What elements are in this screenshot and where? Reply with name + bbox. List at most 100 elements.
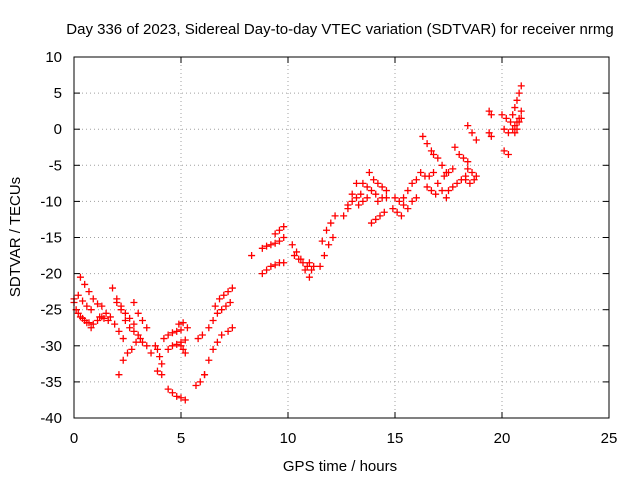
data-point: [500, 125, 508, 133]
data-point: [464, 158, 472, 166]
data-point: [472, 172, 480, 180]
data-point: [449, 183, 457, 191]
data-point: [438, 161, 446, 169]
data-point: [181, 336, 189, 344]
data-point: [76, 313, 84, 321]
data-point: [102, 309, 110, 317]
data-point: [419, 132, 427, 140]
data-point: [121, 317, 129, 325]
data-point: [434, 154, 442, 162]
y-tick-label: 5: [54, 85, 62, 102]
y-tick-label: -5: [49, 157, 62, 174]
series-arc-58: [485, 129, 495, 140]
data-point: [177, 394, 185, 402]
data-point: [511, 104, 519, 112]
data-point: [344, 205, 352, 213]
data-point: [374, 179, 382, 187]
series-arc-44: [404, 194, 420, 213]
series-arc-30: [290, 252, 316, 274]
data-point: [164, 385, 172, 393]
data-point: [504, 129, 512, 137]
data-point: [404, 205, 412, 213]
data-point: [502, 114, 510, 122]
series-arc-16: [164, 336, 189, 353]
data-point: [104, 317, 112, 325]
series-arc-31: [305, 259, 318, 270]
data-point: [87, 306, 95, 314]
data-point: [267, 262, 275, 270]
data-point: [359, 197, 367, 205]
series-arc-61: [500, 125, 512, 137]
data-point: [109, 284, 117, 292]
series-arc-54: [464, 122, 480, 144]
y-axis-label: SDTVAR / TECUs: [7, 177, 24, 297]
data-point: [196, 378, 204, 386]
data-point: [263, 242, 271, 250]
series-arc-32: [316, 234, 337, 270]
data-point: [485, 107, 493, 115]
data-point: [432, 190, 440, 198]
data-point: [213, 338, 221, 346]
series-arc-25: [248, 252, 256, 260]
data-point: [382, 187, 390, 195]
x-tick-label: 5: [177, 430, 185, 447]
data-point: [305, 273, 313, 281]
data-point: [198, 331, 206, 339]
data-point: [404, 187, 412, 195]
data-point: [136, 335, 144, 343]
data-point: [348, 190, 356, 198]
series-arc-28: [271, 223, 288, 238]
data-point: [81, 317, 89, 325]
data-point: [500, 147, 508, 155]
series-arc-05: [96, 313, 112, 325]
data-point: [168, 389, 176, 397]
data-point: [408, 197, 416, 205]
y-tick-label: -15: [40, 230, 62, 247]
data-point: [357, 190, 365, 198]
data-point: [143, 324, 151, 332]
data-point: [205, 324, 213, 332]
data-point: [504, 150, 512, 158]
data-point: [113, 298, 121, 306]
x-axis-label: GPS time / hours: [283, 458, 397, 475]
data-point: [173, 327, 181, 335]
data-point: [376, 212, 384, 220]
data-point: [179, 319, 187, 327]
data-point: [425, 172, 433, 180]
data-point: [430, 150, 438, 158]
data-point: [211, 302, 219, 310]
data-point: [485, 129, 493, 137]
data-point: [153, 367, 161, 375]
series-arc-20: [194, 331, 206, 343]
data-point: [201, 371, 209, 379]
data-point: [299, 259, 307, 267]
series-arc-19: [192, 371, 209, 390]
data-point: [220, 291, 228, 299]
series-arc-17: [175, 319, 191, 332]
data-point: [138, 338, 146, 346]
data-point: [327, 219, 335, 227]
data-point: [271, 261, 279, 269]
data-point: [293, 248, 301, 256]
series-arc-01: [70, 291, 95, 314]
data-point: [209, 317, 217, 325]
data-point: [168, 342, 176, 350]
series-arc-49: [434, 179, 450, 202]
data-point: [81, 280, 89, 288]
data-point: [318, 237, 326, 245]
data-point: [348, 197, 356, 205]
data-point: [121, 309, 129, 317]
data-point: [94, 300, 102, 308]
data-point: [224, 288, 232, 296]
data-point: [205, 356, 213, 364]
data-point: [389, 205, 397, 213]
series-arc-64: [511, 114, 525, 137]
series-arc-60: [498, 111, 515, 126]
data-point: [449, 165, 457, 173]
data-point: [130, 298, 138, 306]
data-point: [98, 302, 106, 310]
data-point: [511, 129, 519, 137]
data-point: [94, 317, 102, 325]
series-arc-48: [430, 150, 450, 177]
data-point: [374, 197, 382, 205]
